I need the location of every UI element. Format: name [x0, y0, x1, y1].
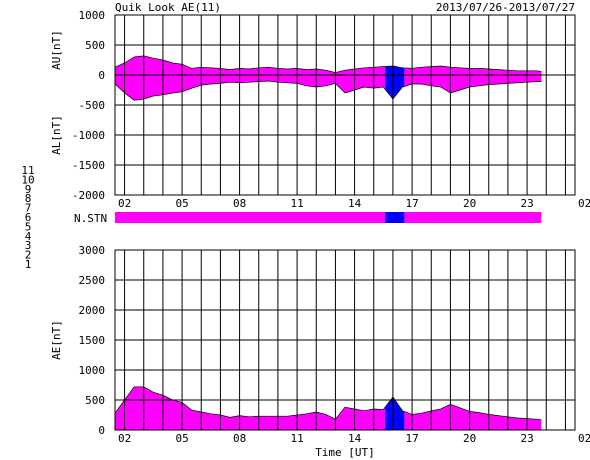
x-tick-label: 11	[290, 432, 303, 445]
top-panel-frame	[114, 14, 576, 196]
station-bar: N.STN	[74, 212, 542, 225]
au-al-fill-alt	[385, 66, 405, 99]
y-tick-label: -2000	[72, 189, 105, 202]
legend-entry: 1	[25, 258, 32, 271]
legend-entry: 10	[21, 173, 34, 186]
top-grid	[115, 14, 575, 196]
x-tick-label: 02	[118, 197, 131, 210]
legend-entry: 2	[25, 249, 32, 262]
au-al-lower-line	[114, 80, 542, 101]
bottom-x-tick-labels: 02 05 08 11 14 17 20 23 02	[118, 432, 590, 445]
x-tick-label: 02	[578, 197, 590, 210]
y-tick-label: -500	[79, 99, 106, 112]
legend-entry: 8	[25, 192, 32, 205]
ae-fill-late	[404, 404, 542, 430]
x-tick-label: 20	[463, 197, 476, 210]
legend-entry: 3	[25, 239, 32, 252]
ae-fill-group	[114, 386, 542, 430]
station-bar-segment	[115, 212, 386, 223]
legend-entry: 4	[25, 230, 32, 243]
bottom-panel-frame	[114, 249, 576, 431]
x-tick-label: 02	[578, 432, 590, 445]
date-range: 2013/07/26-2013/07/27	[436, 1, 575, 14]
x-tick-label: 11	[290, 197, 303, 210]
station-bar-label: N.STN	[74, 212, 107, 225]
y-tick-label: 0	[98, 69, 105, 82]
y-tick-label: 1500	[79, 334, 106, 347]
y-tick-label: 2500	[79, 274, 106, 287]
y-tick-label: 0	[98, 424, 105, 437]
au-al-fill-group	[114, 55, 542, 101]
legend-entry: 7	[25, 202, 32, 215]
x-tick-label: 23	[520, 432, 533, 445]
x-tick-label: 08	[233, 432, 246, 445]
x-tick-label: 08	[233, 197, 246, 210]
top-panel: -2000 -1500 -1000 -500 0 500 1000 02 05 08 11 14 17…	[50, 9, 590, 210]
legend-entry: 9	[25, 183, 32, 196]
x-tick-label: 14	[348, 432, 362, 445]
y-tick-label: 3000	[79, 244, 106, 257]
au-al-upper-line	[114, 55, 542, 73]
y-tick-label: 500	[85, 39, 105, 52]
y-tick-label: 500	[85, 394, 105, 407]
x-tick-label: 20	[463, 432, 476, 445]
bottom-y-tick-labels: 0 500 1000 1500 2000 2500 3000	[79, 244, 106, 437]
ae-upper-line	[114, 386, 542, 421]
y-tick-label: -1500	[72, 159, 105, 172]
au-al-fill-late	[404, 66, 542, 93]
x-tick-label: 05	[175, 197, 188, 210]
ae-fill-early	[115, 386, 386, 430]
legend-entry: 11	[21, 164, 34, 177]
x-tick-label: 17	[405, 197, 418, 210]
station-bar-segment-alt	[385, 212, 405, 223]
x-tick-label: 02	[118, 432, 131, 445]
y-tick-label: 1000	[79, 364, 106, 377]
x-axis-title: Time [UT]	[315, 446, 375, 459]
top-x-tick-labels: 02 05 08 11 14 17 20 23 02	[118, 197, 590, 210]
bottom-panel: 0 500 1000 1500 2000 2500 3000 02 05 08 11 14 17 20 2…	[50, 244, 590, 459]
y-tick-label: 2000	[79, 304, 106, 317]
ae-axis-label: AE[nT]	[50, 320, 63, 360]
au-al-fill-early	[115, 55, 386, 101]
x-tick-label: 14	[348, 197, 362, 210]
bottom-grid	[115, 249, 575, 431]
y-tick-label: 1000	[79, 9, 106, 22]
plot-title: Quik Look AE(11)	[115, 1, 221, 14]
x-tick-label: 23	[520, 197, 533, 210]
ae-fill-alt	[385, 397, 405, 430]
legend-entry: 6	[25, 211, 32, 224]
station-bar-segment	[404, 212, 542, 223]
legend-entry: 5	[25, 220, 32, 233]
al-axis-label: AL[nT]	[50, 115, 63, 155]
y-tick-label: -1000	[72, 129, 105, 142]
x-tick-label: 05	[175, 432, 188, 445]
x-tick-label: 17	[405, 432, 418, 445]
au-axis-label: AU[nT]	[50, 30, 63, 70]
station-bar-segments	[115, 212, 542, 223]
top-y-tick-labels: -2000 -1500 -1000 -500 0 500 1000	[72, 9, 105, 202]
